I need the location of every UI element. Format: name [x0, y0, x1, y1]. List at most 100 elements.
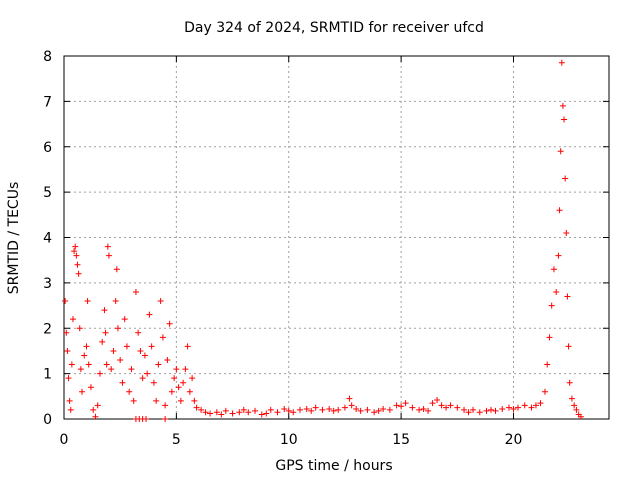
data-point — [75, 270, 82, 277]
data-point — [186, 388, 193, 395]
data-point — [532, 402, 539, 409]
data-point — [85, 361, 92, 368]
data-point — [177, 397, 184, 404]
data-point — [130, 397, 137, 404]
data-point — [544, 361, 551, 368]
data-point — [71, 248, 78, 255]
data-point — [148, 343, 155, 350]
data-point — [564, 293, 571, 300]
data-point — [577, 413, 584, 420]
data-point — [135, 329, 142, 336]
data-point — [164, 357, 171, 364]
data-point — [386, 406, 393, 413]
data-point — [353, 406, 360, 413]
data-point — [308, 407, 315, 414]
gridlines — [64, 56, 609, 419]
data-point — [326, 406, 333, 413]
data-point — [166, 320, 173, 327]
data-point — [364, 406, 371, 413]
data-point — [157, 298, 164, 305]
data-points — [62, 59, 584, 422]
data-point — [240, 406, 247, 413]
data-point — [319, 406, 326, 413]
data-point — [68, 361, 75, 368]
data-point — [258, 411, 265, 418]
y-tick-label: 8 — [43, 49, 52, 65]
data-point — [548, 302, 555, 309]
data-point — [139, 375, 146, 382]
data-point — [73, 252, 80, 259]
data-point — [90, 406, 97, 413]
data-point — [193, 404, 200, 411]
data-point — [425, 407, 432, 414]
data-point — [105, 252, 112, 259]
data-point — [168, 388, 175, 395]
data-point — [184, 343, 191, 350]
x-tick-label: 15 — [392, 432, 410, 448]
data-point — [263, 410, 270, 417]
data-point — [103, 361, 110, 368]
data-point — [171, 375, 178, 382]
data-point — [175, 384, 182, 391]
data-point — [63, 329, 70, 336]
y-tick-label: 6 — [43, 140, 52, 156]
data-point — [499, 406, 506, 413]
data-point — [65, 375, 72, 382]
y-tick-label: 0 — [43, 412, 52, 428]
data-point — [420, 406, 427, 413]
data-point — [64, 347, 71, 354]
data-point — [402, 400, 409, 407]
data-point — [483, 407, 490, 414]
data-point — [141, 352, 148, 359]
x-axis-label: GPS time / hours — [275, 458, 392, 474]
data-point — [78, 388, 85, 395]
data-point — [290, 409, 297, 416]
data-point — [191, 397, 198, 404]
data-point — [77, 366, 84, 373]
data-point — [510, 406, 517, 413]
data-point — [108, 366, 115, 373]
data-point — [434, 396, 441, 403]
data-point — [476, 409, 483, 416]
data-point — [84, 298, 91, 305]
data-point — [285, 407, 292, 414]
y-tick-label: 5 — [43, 185, 52, 201]
y-tick-label: 4 — [43, 231, 52, 247]
chart-title: Day 324 of 2024, SRMTID for receiver ufc… — [184, 20, 484, 36]
x-tick-label: 5 — [172, 432, 181, 448]
data-point — [83, 343, 90, 350]
data-point — [563, 229, 570, 236]
x-tick-label: 10 — [280, 432, 298, 448]
data-point — [566, 379, 573, 386]
data-point — [218, 411, 225, 418]
data-point — [267, 406, 274, 413]
data-point — [505, 404, 512, 411]
data-point — [492, 407, 499, 414]
data-point — [62, 298, 69, 305]
axis-ticks: 0 5 10 15 20 0 1 2 3 4 5 6 7 8 — [43, 49, 609, 448]
data-point — [558, 59, 565, 66]
data-point — [159, 334, 166, 341]
data-point — [565, 343, 572, 350]
data-point — [281, 406, 288, 413]
data-point — [222, 407, 229, 414]
data-point — [119, 379, 126, 386]
data-point — [330, 407, 337, 414]
data-point — [335, 406, 342, 413]
data-point — [173, 366, 180, 373]
data-point — [87, 384, 94, 391]
data-point — [488, 406, 495, 413]
data-point — [429, 400, 436, 407]
data-point — [81, 352, 88, 359]
data-point — [537, 400, 544, 407]
data-point — [550, 266, 557, 273]
data-point — [180, 379, 187, 386]
data-point — [143, 416, 150, 422]
data-point — [189, 375, 196, 382]
data-point — [346, 395, 353, 402]
data-point — [465, 409, 472, 416]
data-point — [528, 404, 535, 411]
data-point — [182, 366, 189, 373]
data-point — [101, 307, 108, 314]
